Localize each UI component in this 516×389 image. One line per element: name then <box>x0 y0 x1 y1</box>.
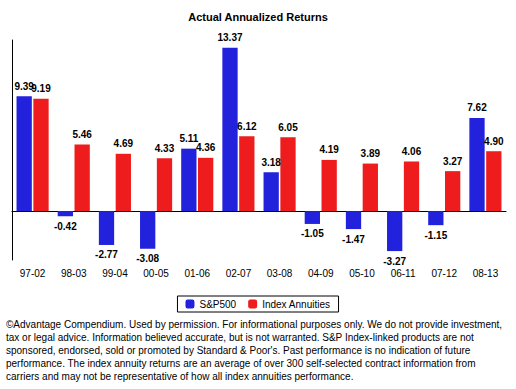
svg-text:-2.77: -2.77 <box>95 249 118 260</box>
svg-text:5.11: 5.11 <box>179 133 199 145</box>
svg-text:4.06: 4.06 <box>402 146 422 157</box>
svg-text:4.36: 4.36 <box>196 142 216 153</box>
svg-text:99-04: 99-04 <box>102 268 128 279</box>
svg-text:9.39: 9.39 <box>14 80 34 92</box>
svg-text:98-03: 98-03 <box>61 268 87 279</box>
svg-text:5.46: 5.46 <box>72 129 92 140</box>
svg-text:97-02: 97-02 <box>20 268 46 279</box>
svg-text:-0.42: -0.42 <box>54 221 77 232</box>
svg-text:Actual Annualized Returns: Actual Annualized Returns <box>188 11 328 23</box>
svg-text:4.19: 4.19 <box>319 144 339 155</box>
svg-text:4.69: 4.69 <box>114 138 134 149</box>
svg-text:02-07: 02-07 <box>226 268 252 279</box>
svg-text:-1.47: -1.47 <box>342 234 365 245</box>
svg-text:00-05: 00-05 <box>143 268 169 279</box>
svg-text:S&P500: S&P500 <box>199 299 236 310</box>
svg-text:06-11: 06-11 <box>391 268 416 279</box>
svg-text:05-10: 05-10 <box>349 268 375 279</box>
svg-text:-1.15: -1.15 <box>424 230 447 241</box>
svg-text:08-13: 08-13 <box>473 268 499 279</box>
svg-text:07-12: 07-12 <box>431 268 457 279</box>
svg-text:9.19: 9.19 <box>31 83 51 94</box>
svg-text:6.05: 6.05 <box>278 122 298 133</box>
svg-text:4.33: 4.33 <box>155 143 175 154</box>
svg-text:-3.08: -3.08 <box>136 253 159 264</box>
svg-text:-3.27: -3.27 <box>383 256 406 267</box>
svg-text:6.12: 6.12 <box>237 121 257 132</box>
svg-text:3.18: 3.18 <box>261 157 281 168</box>
svg-text:01-06: 01-06 <box>184 268 210 279</box>
svg-text:04-09: 04-09 <box>308 268 334 279</box>
svg-text:3.89: 3.89 <box>361 148 381 159</box>
svg-text:4.90: 4.90 <box>484 136 504 147</box>
svg-text:13.37: 13.37 <box>217 32 242 43</box>
svg-text:03-08: 03-08 <box>267 268 293 279</box>
html-text:©Advantage Compendium. Used by: ©Advantage Compendium. Used by permissio… <box>6 319 503 382</box>
svg-text:3.27: 3.27 <box>443 156 463 167</box>
svg-text:Index Annuities: Index Annuities <box>262 299 330 310</box>
svg-text:-1.05: -1.05 <box>301 228 324 239</box>
svg-text:7.62: 7.62 <box>467 102 487 113</box>
